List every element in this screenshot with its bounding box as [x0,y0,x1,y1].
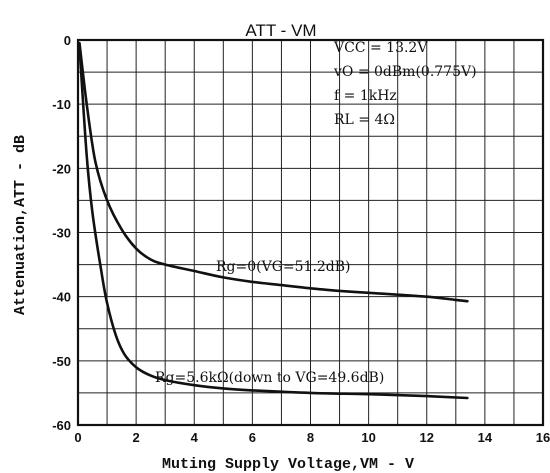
series-lines [78,41,469,400]
series-label-rg56k: Rg=5.6kΩ(down to VG=49.6dB) [155,370,384,386]
y-tick-label: -30 [52,226,71,241]
condition-vo: vO = 0dBm(0.775V) [333,64,477,80]
x-tick-label: 14 [478,430,493,445]
y-tick-label: -60 [52,418,71,433]
x-axis-title: Muting Supply Voltage,VM - V [162,456,414,473]
series-line-rg56k [78,45,469,400]
x-tick-label: 2 [133,430,140,445]
x-tick-label: 12 [420,430,434,445]
x-tick-label: 0 [74,430,81,445]
y-tick-label: -40 [52,290,71,305]
condition-freq: f = 1kHz [334,88,397,104]
x-tick-label: 10 [361,430,375,445]
y-tick-label: -50 [52,354,71,369]
chart-title: ATT - VM [245,21,316,40]
x-tick-label: 4 [191,430,199,445]
x-tick-labels: 0 2 4 6 8 10 12 14 16 [74,430,550,445]
y-tick-label: -10 [52,97,71,112]
condition-vcc: VCC = 13.2V [333,40,428,56]
x-tick-label: 6 [249,430,256,445]
y-tick-labels: 0 -10 -20 -30 -40 -50 -60 [52,33,71,433]
y-tick-label: -20 [52,161,71,176]
grid [78,40,543,425]
plot-frame [76,38,545,427]
series-line-rg0 [78,41,469,303]
x-tick-label: 8 [307,430,314,445]
series-label-rg0: Rg=0(VG=51.2dB) [216,259,351,275]
x-tick-label: 16 [536,430,550,445]
condition-rl: RL = 4Ω [334,112,395,128]
y-axis-title: Attenuation,ATT - dB [12,135,29,315]
y-tick-label: 0 [64,33,71,48]
